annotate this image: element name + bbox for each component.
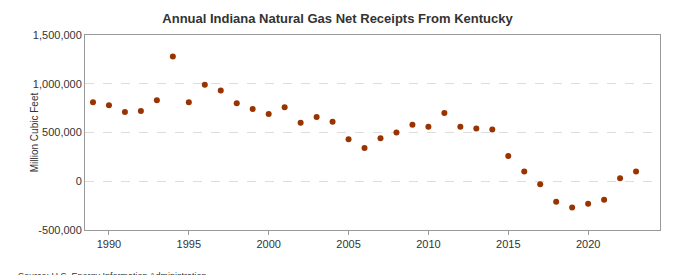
svg-text:500,000: 500,000 [42,126,82,138]
svg-text:0: 0 [76,175,82,187]
svg-text:1995: 1995 [177,238,201,250]
svg-text:Annual Indiana Natural Gas Net: Annual Indiana Natural Gas Net Receipts … [162,11,513,26]
svg-text:Source: U.S. Energy Informatio: Source: U.S. Energy Information Administ… [18,271,207,275]
svg-text:1,500,000: 1,500,000 [33,29,82,41]
svg-text:2010: 2010 [416,238,440,250]
svg-text:1,000,000: 1,000,000 [33,78,82,90]
svg-text:2000: 2000 [256,238,280,250]
svg-text:2020: 2020 [576,238,600,250]
svg-text:2015: 2015 [496,238,520,250]
svg-text:-500,000: -500,000 [38,224,81,236]
svg-text:2005: 2005 [336,238,360,250]
svg-text:Million Cubic Feet: Million Cubic Feet [29,93,40,173]
svg-text:1990: 1990 [97,238,121,250]
